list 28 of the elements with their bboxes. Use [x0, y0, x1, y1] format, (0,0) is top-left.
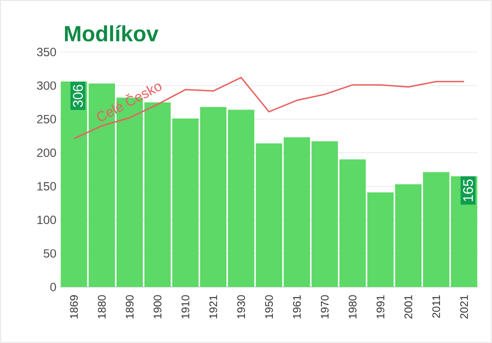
x-tick-label: 1970 — [320, 295, 329, 318]
x-tick-label: 2011 — [432, 295, 440, 318]
y-tick-label: 150 — [37, 182, 56, 191]
y-tick-label: 50 — [44, 249, 56, 258]
y-tick-label: 100 — [37, 216, 56, 224]
text: Celé Česko — [97, 84, 162, 122]
chart-title: Modlíkov — [64, 25, 158, 42]
y-tick-label: 250 — [37, 114, 56, 124]
x-tick-label: 1869 — [70, 295, 78, 318]
y-tick-label: 300 — [36, 81, 56, 90]
x-tick-label: 1890 — [126, 295, 134, 318]
y-tick-label: 0 — [50, 282, 56, 292]
x-tick-label: 1910 — [182, 295, 190, 318]
x-tick-label: 1950 — [265, 295, 273, 318]
x-tick-label: 1980 — [348, 295, 356, 318]
x-tick-label: 2001 — [404, 295, 412, 319]
data-label: 165 — [463, 179, 474, 202]
x-tick-label: 1880 — [98, 295, 106, 318]
x-tick-label: 2021 — [460, 295, 468, 319]
x-tick-label: 1961 — [293, 295, 301, 318]
data-label: 306 — [72, 84, 83, 107]
y-tick-label: 200 — [37, 148, 56, 157]
y-tick-label: 350 — [36, 48, 56, 56]
x-tick-label: 1900 — [154, 295, 162, 318]
line-series — [73, 76, 465, 140]
x-tick-label: 1991 — [376, 295, 384, 318]
x-tick-label: 1921 — [209, 295, 218, 318]
x-tick-label: 1930 — [237, 295, 246, 318]
